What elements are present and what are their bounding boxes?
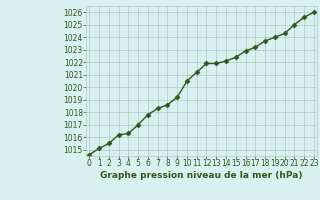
X-axis label: Graphe pression niveau de la mer (hPa): Graphe pression niveau de la mer (hPa) <box>100 171 303 180</box>
